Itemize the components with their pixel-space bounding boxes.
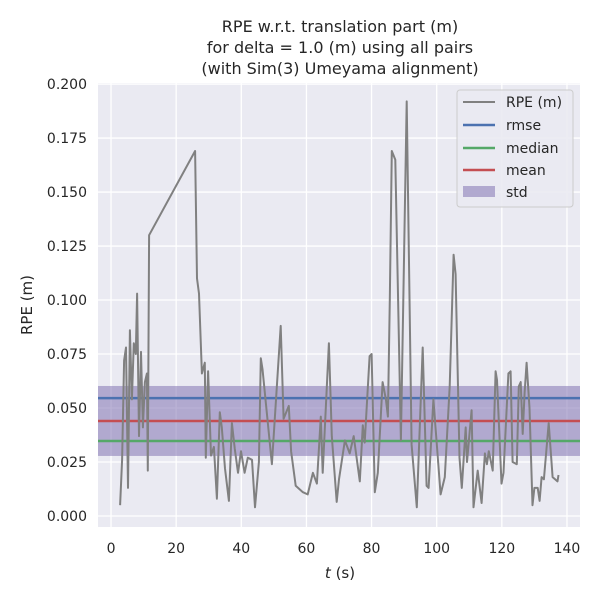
- title-line-3: (with Sim(3) Umeyama alignment): [201, 59, 478, 78]
- legend-std: std: [506, 185, 528, 201]
- x-tick-label: 80: [363, 541, 381, 557]
- x-tick-label: 40: [232, 541, 250, 557]
- chart-title: RPE w.r.t. translation part (m) for delt…: [201, 17, 478, 78]
- y-tick-label: 0.150: [47, 185, 87, 201]
- y-tick-label: 0.200: [47, 77, 87, 93]
- x-axis-label: t (s): [325, 564, 355, 582]
- legend: RPE (m) rmse median mean std: [456, 89, 574, 208]
- title-line-1: RPE w.r.t. translation part (m): [222, 17, 458, 36]
- y-axis-label: RPE (m): [18, 275, 36, 335]
- y-tick-label: 0.025: [47, 455, 87, 471]
- x-tick-label: 100: [423, 541, 450, 557]
- rpe-series-line: [119, 100, 560, 509]
- y-tick-label: 0.125: [47, 239, 87, 255]
- y-tick-label: 0.075: [47, 347, 87, 363]
- x-tick-label: 20: [167, 541, 185, 557]
- legend-mean: mean: [506, 163, 546, 179]
- x-axis-label-unit: (s): [331, 564, 355, 582]
- y-tick-label: 0.100: [47, 293, 87, 309]
- x-tick-label: 0: [107, 541, 116, 557]
- x-tick-label: 140: [554, 541, 581, 557]
- x-tick-label: 120: [488, 541, 515, 557]
- legend-rpe: RPE (m): [506, 95, 562, 111]
- title-line-2: for delta = 1.0 (m) using all pairs: [207, 38, 473, 57]
- y-tick-label: 0.050: [47, 401, 87, 417]
- x-tick-label: 60: [298, 541, 316, 557]
- legend-std-swatch: [463, 186, 495, 197]
- y-tick-label: 0.175: [47, 131, 87, 147]
- legend-median: median: [506, 141, 558, 157]
- legend-box: [456, 89, 574, 208]
- x-axis-label-var: t: [325, 564, 332, 582]
- legend-rmse: rmse: [506, 118, 541, 134]
- y-tick-label: 0.000: [47, 509, 87, 525]
